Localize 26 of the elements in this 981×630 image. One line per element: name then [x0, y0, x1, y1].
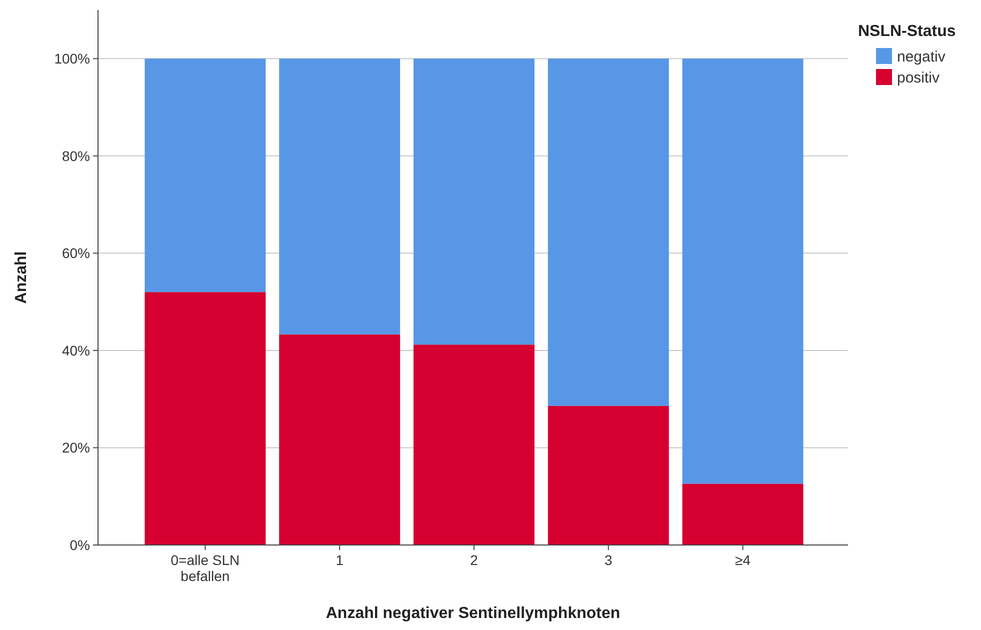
x-tick-label: ≥4: [735, 552, 751, 568]
x-tick-label: 0=alle SLN befallen: [170, 552, 240, 584]
bar: [279, 58, 400, 334]
x-tick-label: 3: [604, 552, 612, 568]
x-axis-title: Anzahl negativer Sentinellymphknoten: [326, 605, 620, 622]
bar: [682, 58, 804, 484]
x-tick-label: 1: [336, 552, 344, 568]
bar: [144, 58, 266, 292]
bar: [548, 58, 669, 406]
y-tick-label: 100%: [54, 50, 90, 67]
y-tick-label: 0%: [70, 536, 90, 553]
y-tick-label: 20%: [62, 440, 90, 456]
y-tick-label: 40%: [62, 342, 90, 358]
bar: [548, 406, 669, 545]
legend-label: negativ: [897, 48, 946, 66]
y-axis-title: Anzahl: [13, 251, 30, 304]
legend-title: NSLN-Status: [858, 23, 956, 40]
y-tick-label: 80%: [62, 148, 90, 164]
legend-label: positiv: [897, 69, 940, 86]
bar: [279, 334, 400, 545]
bar: [144, 292, 266, 545]
y-tick-label: 60%: [62, 245, 90, 262]
bar: [414, 58, 534, 345]
x-tick-label: 2: [470, 552, 478, 568]
bar: [414, 344, 534, 545]
bar: [682, 484, 804, 545]
